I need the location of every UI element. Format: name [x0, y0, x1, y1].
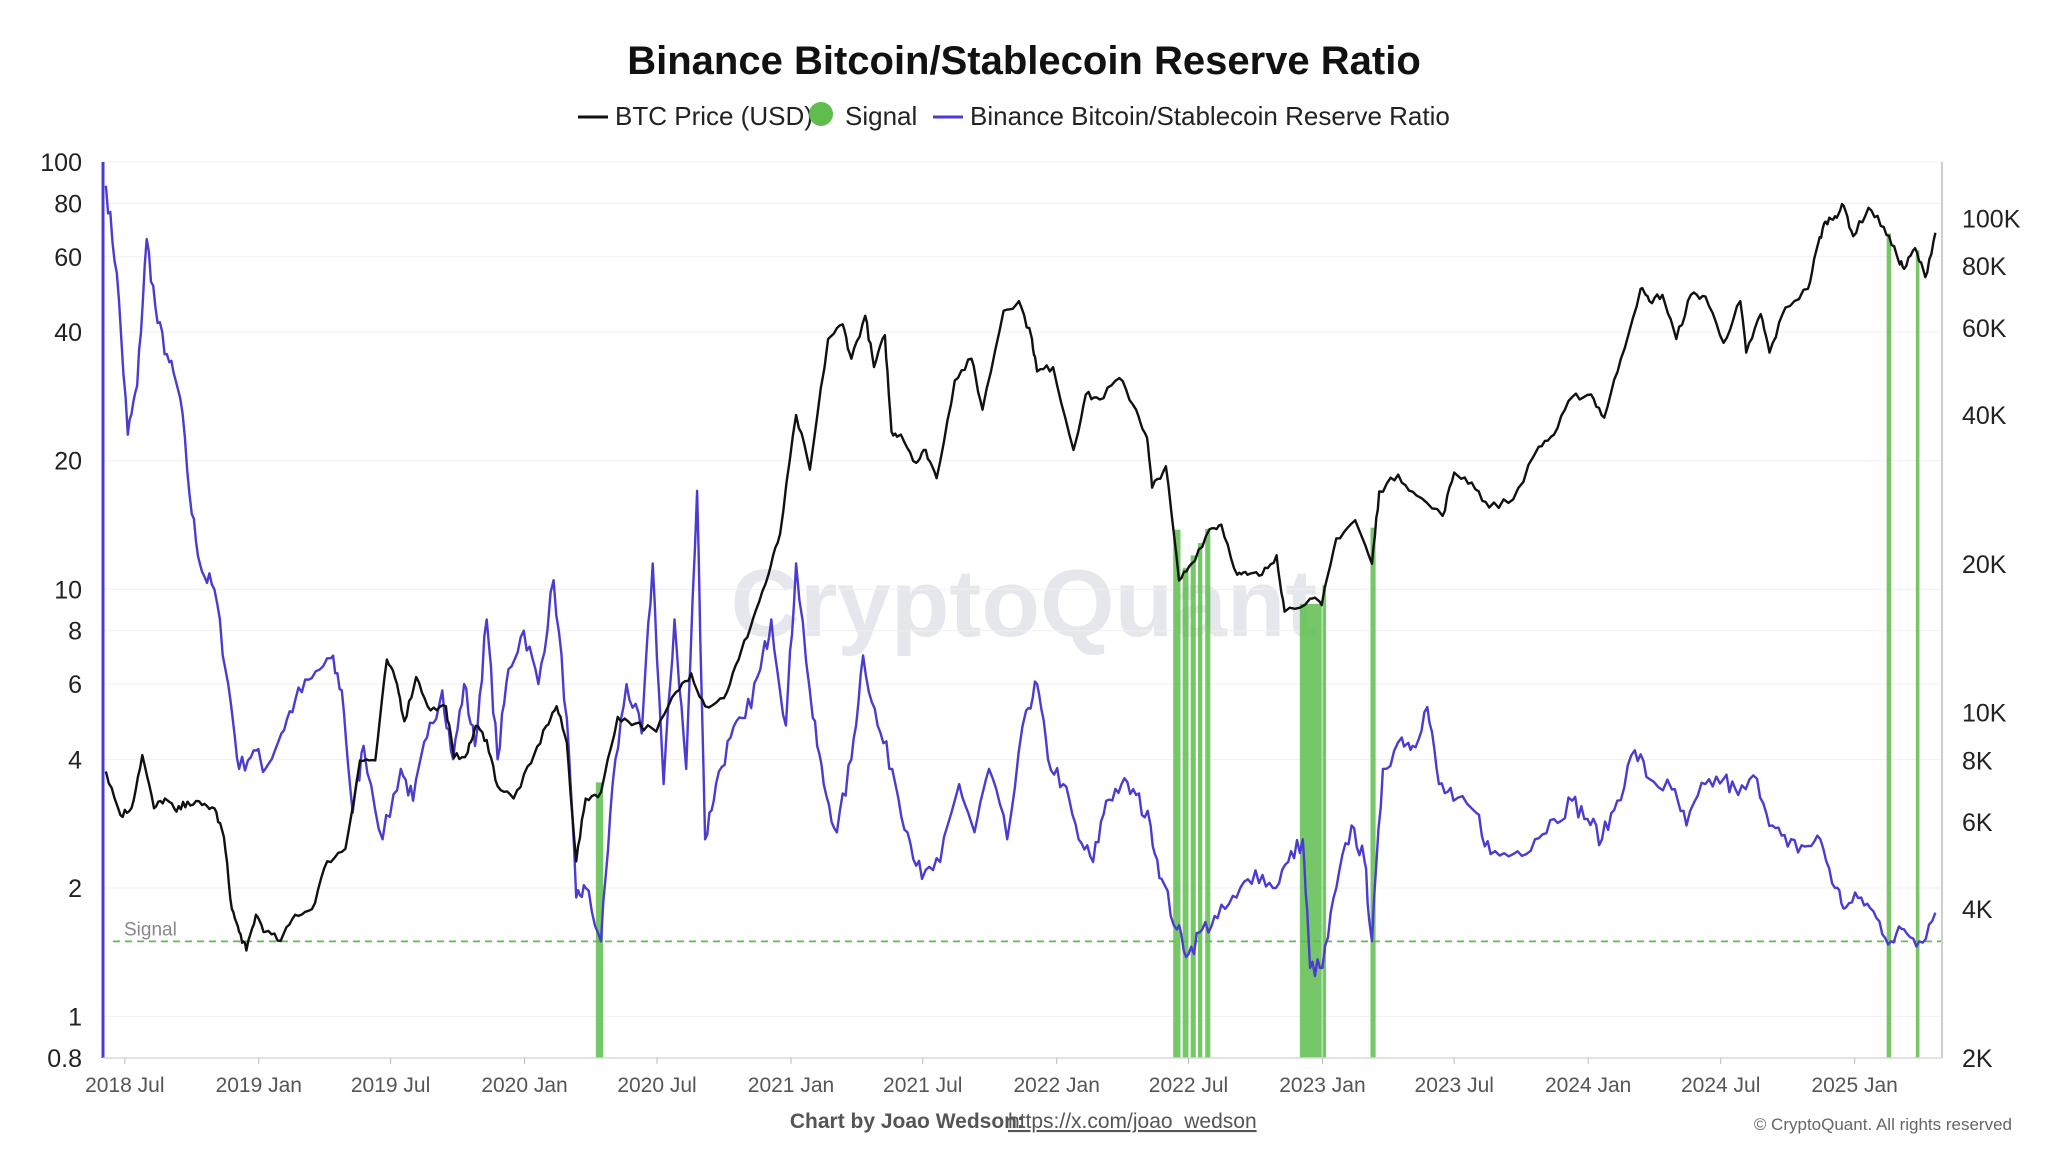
- credit-prefix: Chart by Joao Wedson:: [790, 1110, 1024, 1133]
- btc-price-line: [104, 202, 1937, 952]
- signal-band: [1915, 250, 1920, 1058]
- signal-band: [1173, 529, 1181, 1058]
- x-tick-label: 2025 Jan: [1811, 1074, 1897, 1097]
- left-tick-label: 20: [54, 448, 82, 476]
- x-tick-label: 2024 Jan: [1545, 1074, 1631, 1097]
- grid-lines: [103, 161, 1942, 1059]
- signal-threshold-label: Signal: [124, 919, 177, 940]
- legend-item: BTC Price (USD): [578, 101, 813, 131]
- legend-item: Binance Bitcoin/Stablecoin Reserve Ratio: [933, 101, 1450, 131]
- x-tick-label: 2020 Jan: [481, 1074, 567, 1097]
- right-tick-label: 4K: [1962, 896, 1993, 924]
- right-tick-label: 60K: [1962, 315, 2007, 343]
- legend-item: Signal: [809, 101, 917, 131]
- signal-band: [1886, 233, 1892, 1058]
- legend-label: Binance Bitcoin/Stablecoin Reserve Ratio: [970, 101, 1450, 131]
- left-tick-label: 1: [68, 1004, 82, 1032]
- x-tick-label: 2023 Jul: [1415, 1074, 1494, 1097]
- left-tick-label: 100: [40, 149, 82, 177]
- legend: BTC Price (USD) Signal Binance Bitcoin/Sta…: [578, 101, 1450, 131]
- right-axis-ticks: 2K 4K 6K 8K 10K 20K 40K 60K 80K 100K: [1962, 205, 2021, 1073]
- legend-label: BTC Price (USD): [615, 101, 813, 131]
- left-tick-label: 80: [54, 190, 82, 218]
- signal-band: [1299, 603, 1322, 1058]
- left-tick-label: 6: [68, 671, 82, 699]
- signal-band: [1205, 528, 1211, 1058]
- x-tick-label: 2022 Jul: [1149, 1074, 1228, 1097]
- right-tick-label: 8K: [1962, 747, 1993, 775]
- series-lines: [104, 185, 1937, 978]
- right-tick-label: 10K: [1962, 700, 2007, 728]
- right-tick-label: 2K: [1962, 1045, 1993, 1073]
- x-tick-label: 2018 Jul: [85, 1074, 164, 1097]
- signal-bands: [595, 233, 1920, 1058]
- right-tick-label: 20K: [1962, 551, 2007, 579]
- x-axis-ticks: 2018 Jul 2019 Jan 2019 Jul 2020 Jan 2020 Jul…: [85, 1058, 1898, 1097]
- legend-dot: [809, 102, 833, 126]
- left-tick-label: 8: [68, 618, 82, 646]
- left-tick-label: 4: [68, 746, 82, 774]
- reserve-ratio-line: [104, 185, 1937, 978]
- signal-band: [595, 782, 604, 1058]
- x-tick-label: 2020 Jul: [617, 1074, 696, 1097]
- left-tick-label: 2: [68, 875, 82, 903]
- right-tick-label: 80K: [1962, 253, 2007, 281]
- right-tick-label: 100K: [1962, 205, 2021, 233]
- x-tick-label: 2024 Jul: [1681, 1074, 1760, 1097]
- x-tick-label: 2019 Jan: [216, 1074, 302, 1097]
- x-tick-label: 2021 Jan: [748, 1074, 834, 1097]
- left-tick-label: 40: [54, 319, 82, 347]
- copyright-notice: © CryptoQuant. All rights reserved: [1754, 1115, 2012, 1134]
- signal-band: [1322, 585, 1327, 1058]
- left-tick-label: 60: [54, 244, 82, 272]
- x-tick-label: 2023 Jan: [1279, 1074, 1365, 1097]
- right-tick-label: 40K: [1962, 402, 2007, 430]
- x-tick-label: 2021 Jul: [883, 1074, 962, 1097]
- x-tick-label: 2019 Jul: [351, 1074, 430, 1097]
- signal-band: [1182, 567, 1189, 1058]
- right-tick-label: 6K: [1962, 809, 1993, 837]
- legend-label: Signal: [845, 101, 917, 131]
- chart-title: Binance Bitcoin/Stablecoin Reserve Ratio: [627, 39, 1421, 83]
- signal-band: [1197, 542, 1203, 1058]
- watermark: CryptoQuant: [731, 550, 1318, 657]
- signal-threshold: Signal: [113, 919, 1942, 943]
- chart-credit: Chart by Joao Wedson:: [790, 1110, 1024, 1133]
- left-axis-ticks: 0.8 1 2 4 6 8 10 20 40 60 80 100: [40, 149, 82, 1073]
- credit-link[interactable]: https://x.com/joao_wedson: [1008, 1110, 1257, 1133]
- x-tick-label: 2022 Jan: [1014, 1074, 1100, 1097]
- signal-band: [1370, 527, 1376, 1058]
- left-tick-label: 10: [54, 576, 82, 604]
- signal-band: [1190, 555, 1196, 1058]
- left-tick-label: 0.8: [47, 1045, 82, 1073]
